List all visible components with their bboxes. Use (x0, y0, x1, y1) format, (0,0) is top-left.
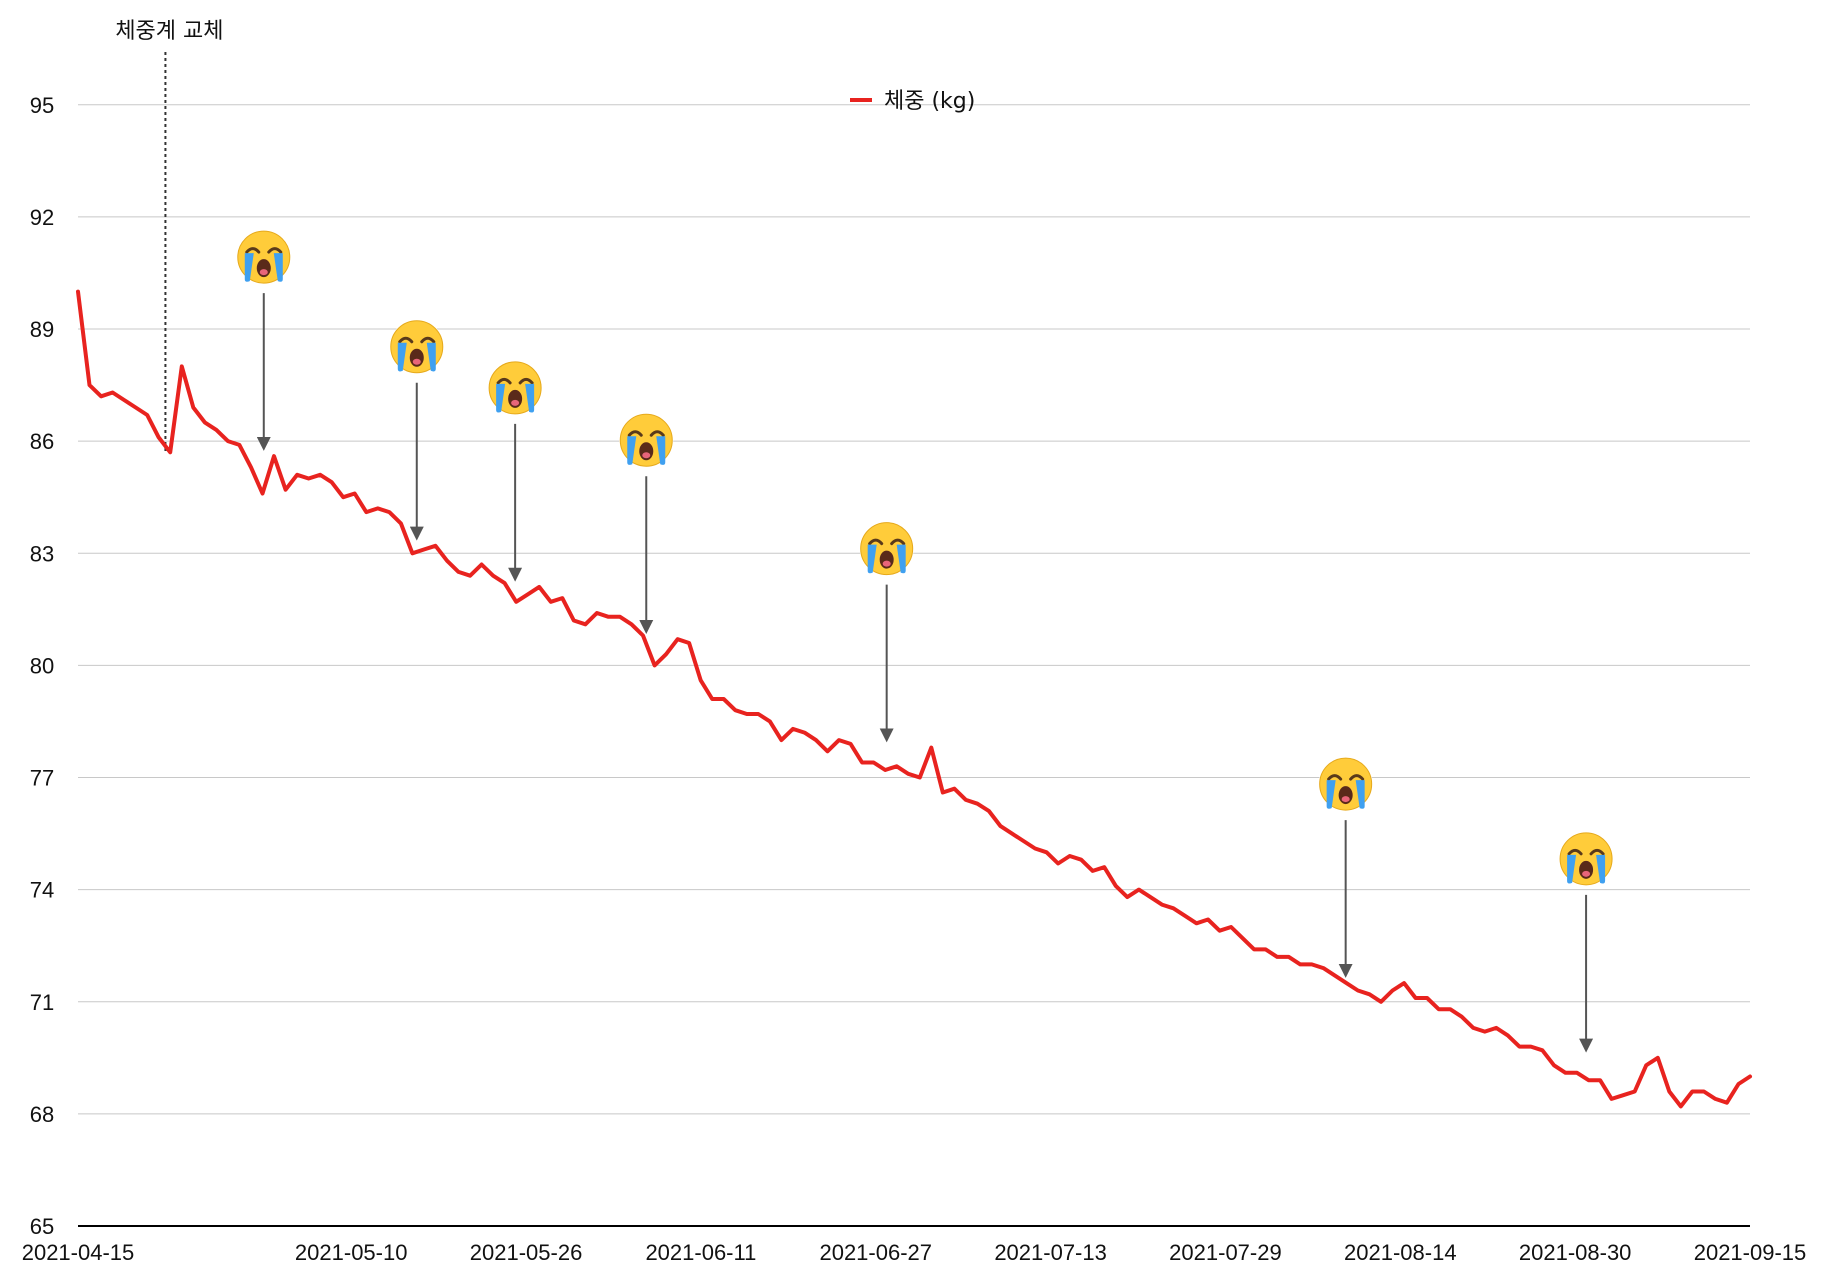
legend-label: 체중 (kg) (884, 89, 975, 114)
left-tear (244, 253, 254, 282)
x-tick-label: 2021-09-15 (1694, 1240, 1807, 1265)
x-tick-label: 2021-05-26 (470, 1240, 583, 1265)
left-tear (1567, 854, 1577, 884)
emoji-marker: 😭 (1318, 757, 1373, 978)
x-tick-label: 2021-04-15 (22, 1240, 135, 1265)
right-eye (890, 538, 906, 546)
legend: 체중 (kg) (850, 89, 975, 114)
crying-face-icon (488, 361, 542, 415)
weight-line (76, 289, 1752, 1109)
right-tear (273, 253, 283, 282)
y-tick-label: 68 (30, 1102, 54, 1127)
y-tick-label: 86 (30, 429, 54, 454)
emoji-marker: 😭 (859, 521, 914, 743)
y-tick-label: 74 (30, 878, 54, 903)
tongue (259, 269, 268, 276)
left-tear (397, 342, 407, 372)
tongue (642, 452, 651, 459)
crying-face-icon (237, 230, 291, 284)
emoji-marker: 😭 (236, 230, 291, 451)
scale-change-annotation: 체중계 교체 (115, 19, 224, 453)
left-eye (1567, 848, 1583, 856)
x-tick-label: 2021-06-27 (819, 1240, 932, 1265)
right-eye (1589, 848, 1605, 856)
y-tick-label: 89 (30, 317, 54, 342)
x-tick-label: 2021-07-29 (1169, 1240, 1282, 1265)
x-tick-label: 2021-06-11 (645, 1240, 756, 1265)
crying-face-icon (1319, 757, 1373, 811)
gridlines (78, 104, 1750, 1115)
right-tear (525, 383, 535, 413)
left-tear (1326, 780, 1336, 809)
emoji-marker: 😭 (488, 360, 543, 582)
crying-face-icon (390, 320, 444, 374)
y-tick-label: 95 (30, 93, 54, 118)
y-tick-label: 71 (30, 990, 54, 1015)
tongue (412, 358, 421, 365)
weight-series (76, 289, 1752, 1109)
tongue (511, 399, 520, 406)
left-tear (867, 544, 877, 574)
emoji-marker: 😭 (389, 319, 444, 541)
crying-face-icon (619, 413, 673, 467)
emoji-marker: 😭 (1559, 831, 1614, 1053)
y-tick-label: 77 (30, 766, 54, 791)
right-tear (1355, 780, 1365, 809)
x-axis: 2021-04-15 2021-05-10 2021-05-26 2021-06-11… (22, 1225, 1807, 1265)
right-eye (420, 336, 436, 344)
left-eye (245, 247, 261, 254)
y-tick-label: 92 (30, 205, 54, 230)
emoji-marker: 😭 (619, 413, 674, 635)
tongue (882, 560, 891, 567)
right-eye (649, 430, 665, 437)
right-tear (656, 436, 666, 465)
right-eye (267, 247, 283, 254)
scale-change-label: 체중계 교체 (115, 19, 223, 44)
x-tick-label: 2021-05-10 (295, 1240, 408, 1265)
left-eye (868, 538, 884, 546)
crying-face-icon (1559, 832, 1613, 886)
right-eye (1349, 774, 1365, 781)
tongue (1341, 796, 1350, 803)
right-eye (518, 377, 534, 385)
left-eye (496, 377, 512, 385)
y-axis: 65 68 71 74 77 80 83 86 89 92 95 (30, 93, 54, 1239)
left-eye (398, 336, 414, 344)
y-tick-label: 83 (30, 541, 54, 566)
x-tick-label: 2021-07-13 (994, 1240, 1107, 1265)
right-tear (896, 544, 906, 574)
left-tear (627, 436, 637, 465)
left-eye (627, 430, 643, 437)
left-tear (496, 383, 506, 413)
y-tick-label: 65 (30, 1214, 54, 1239)
y-tick-label: 80 (30, 653, 54, 678)
left-eye (1327, 774, 1343, 781)
right-tear (426, 342, 436, 372)
x-tick-label: 2021-08-14 (1344, 1240, 1457, 1265)
tongue (1582, 870, 1591, 877)
right-tear (1596, 854, 1606, 884)
crying-face-icon (860, 522, 914, 576)
x-tick-label: 2021-08-30 (1519, 1240, 1632, 1265)
emoji-markers: 😭😭😭😭😭😭😭 (236, 230, 1614, 1053)
